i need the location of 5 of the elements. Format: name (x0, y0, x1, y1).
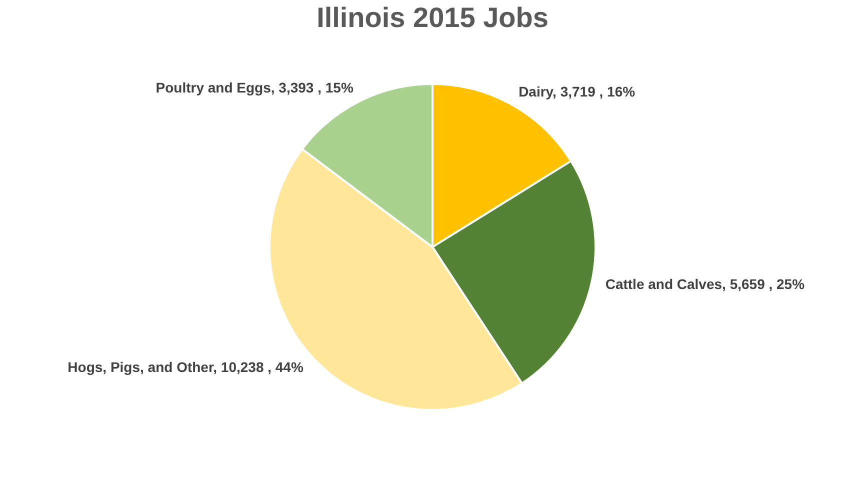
slice-label: Dairy, 3,719 , 16% (518, 83, 636, 100)
slice-label: Cattle and Calves, 5,659 , 25% (605, 276, 806, 292)
slice-label: Hogs, Pigs, and Other, 10,238 , 44% (68, 359, 304, 376)
chart-title: Illinois 2015 Jobs (316, 2, 548, 33)
slice-label: Poultry and Eggs, 3,393 , 15% (156, 80, 354, 96)
